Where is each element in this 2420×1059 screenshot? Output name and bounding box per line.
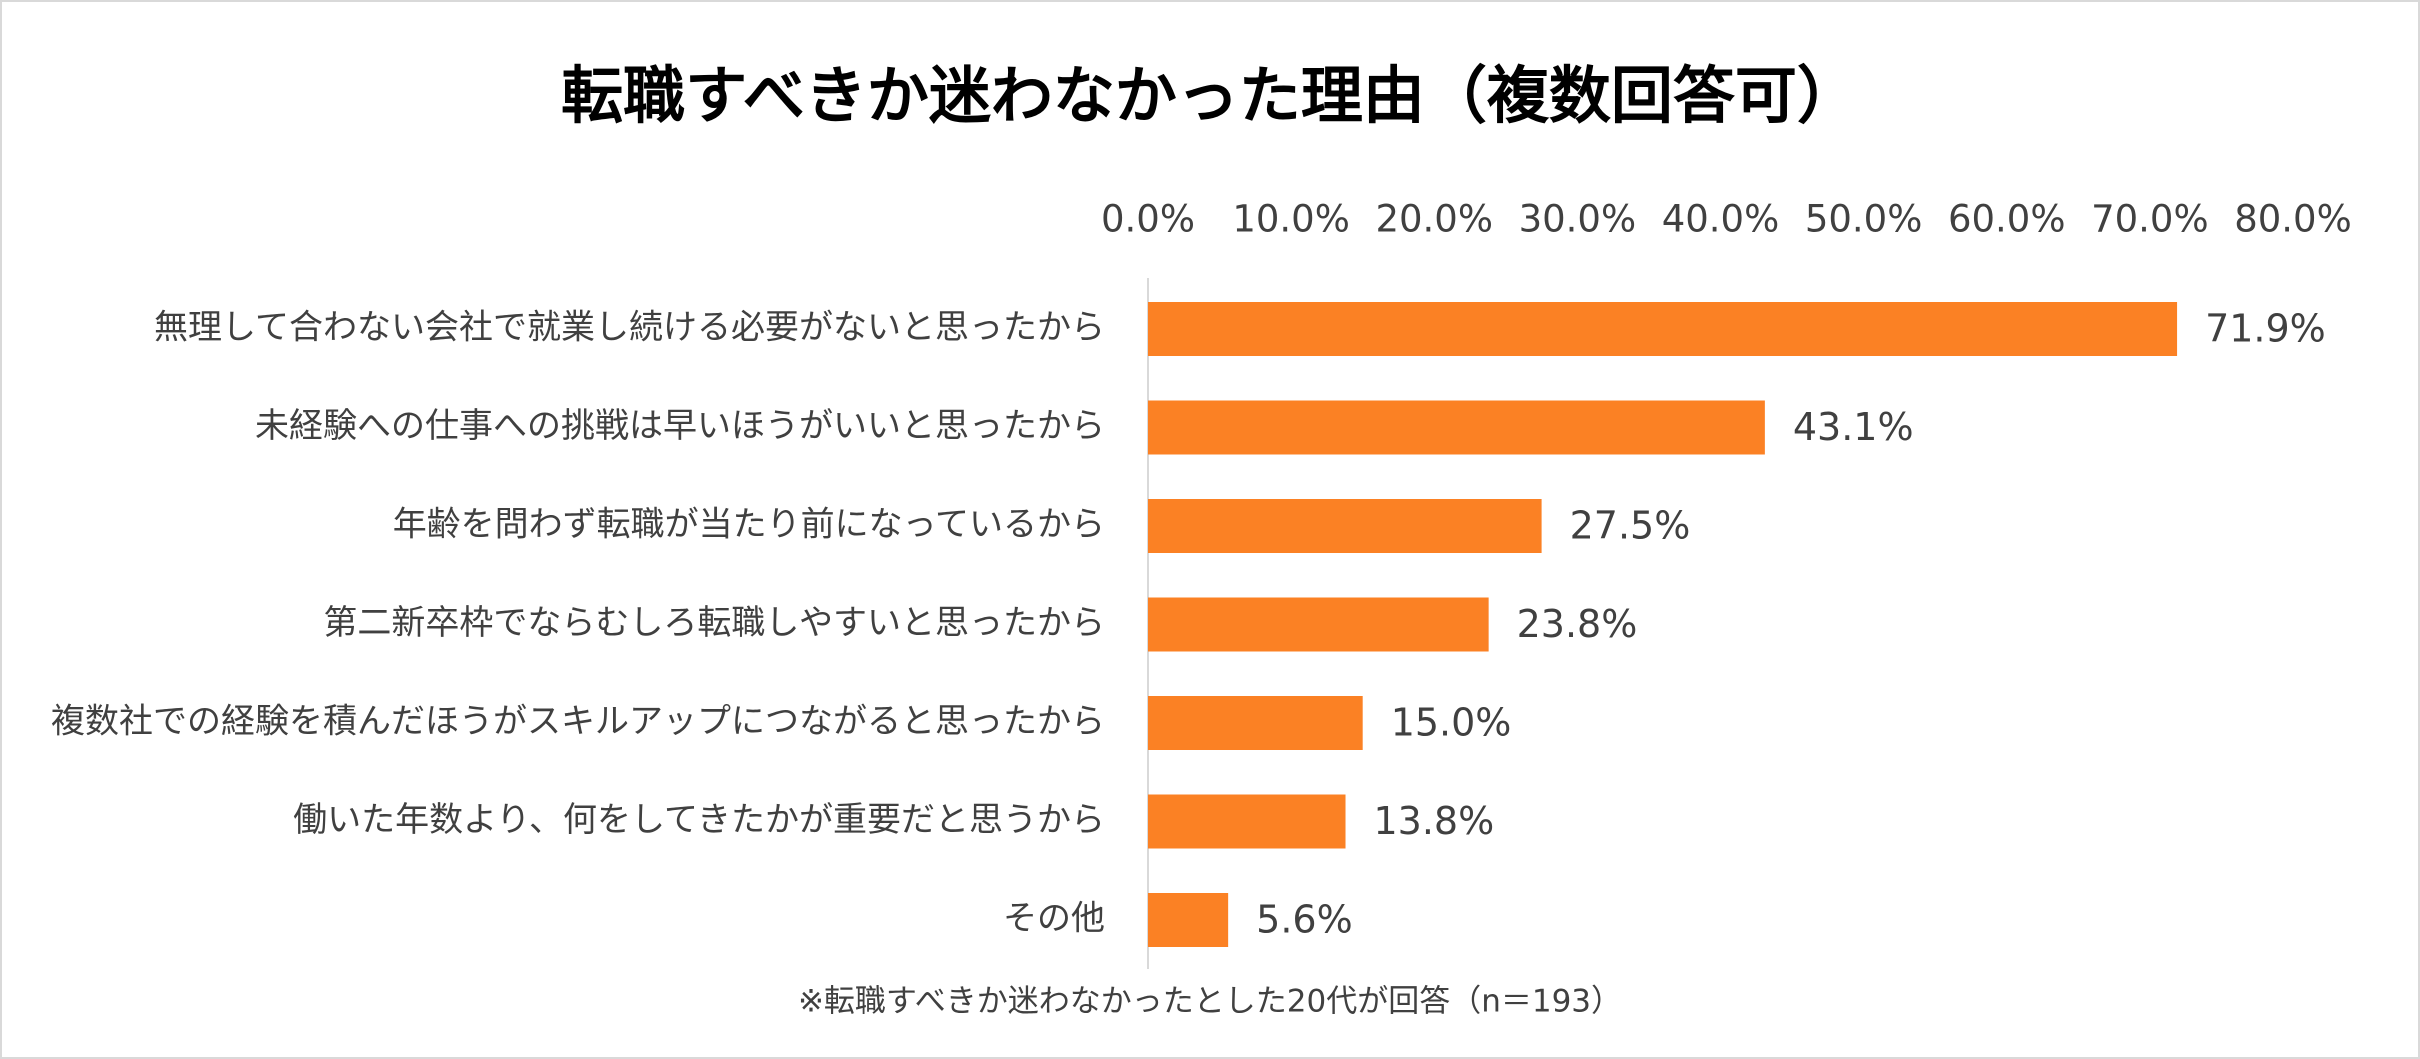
bar — [1148, 794, 1346, 849]
bar — [1148, 400, 1765, 455]
value-label: 27.5% — [1570, 504, 1691, 548]
bar — [1148, 893, 1229, 947]
chart-title: 転職すべきか迷わなかった理由（複数回答可） — [561, 59, 1859, 132]
value-label: 15.0% — [1391, 701, 1512, 745]
y-tick-label: 複数社での経験を積んだほうがスキルアップにつながると思ったから — [51, 702, 1105, 742]
x-tick-label: 10.0% — [1232, 198, 1350, 241]
x-tick-label: 70.0% — [2091, 198, 2209, 241]
y-tick-label: 第二新卒枠でならむしろ転職しやすいと思ったから — [323, 603, 1105, 643]
y-tick-label: 働いた年数より、何をしてきたかが重要だと思うから — [293, 800, 1105, 840]
chart-note: ※転職すべきか迷わなかったとした20代が回答（n＝193） — [798, 984, 1622, 1020]
value-label: 43.1% — [1793, 405, 1914, 449]
bar — [1148, 499, 1542, 553]
value-label: 13.8% — [1374, 799, 1495, 843]
x-tick-label: 80.0% — [2234, 198, 2352, 241]
bar — [1148, 696, 1363, 750]
x-tick-label: 0.0% — [1101, 198, 1195, 241]
value-label: 5.6% — [1256, 898, 1353, 942]
x-tick-label: 30.0% — [1519, 198, 1637, 241]
y-tick-label: その他 — [1003, 899, 1105, 939]
y-tick-label: 未経験への仕事への挑戦は早いほうがいいと思ったから — [255, 406, 1105, 446]
bar — [1148, 597, 1489, 652]
x-tick-label: 40.0% — [1662, 198, 1780, 241]
y-tick-label: 年齢を問わず転職が当たり前になっているから — [393, 505, 1105, 545]
y-tick-label: 無理して合わない会社で就業し続ける必要がないと思ったから — [154, 308, 1105, 348]
bar — [1148, 302, 2178, 356]
x-tick-label: 60.0% — [1948, 198, 2066, 241]
x-tick-label: 20.0% — [1375, 198, 1493, 241]
x-tick-label: 50.0% — [1805, 198, 1923, 241]
value-label: 71.9% — [2205, 307, 2326, 351]
value-label: 23.8% — [1517, 602, 1638, 646]
